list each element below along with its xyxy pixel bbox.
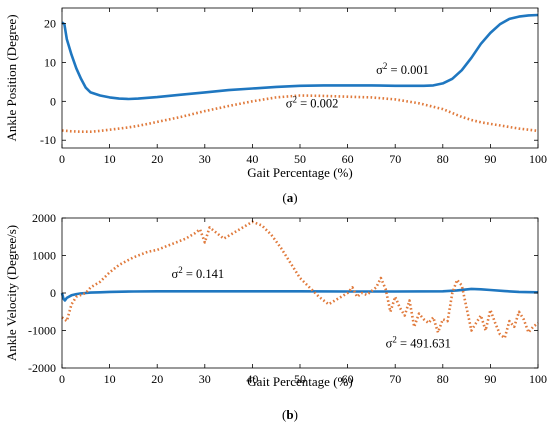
- x-tick-label: 90: [484, 372, 496, 386]
- x-tick-label: 40: [246, 372, 258, 386]
- x-tick-label: 100: [529, 152, 547, 166]
- x-tick-label: 90: [484, 152, 496, 166]
- y-tick-label: -2000: [28, 361, 56, 375]
- x-tick-label: 30: [199, 152, 211, 166]
- x-tick-label: 20: [151, 152, 163, 166]
- x-tick-label: 80: [437, 152, 449, 166]
- series-line-0: [61, 13, 539, 101]
- x-tick-label: 80: [437, 372, 449, 386]
- series-line-1: [61, 220, 539, 340]
- y-tick-label: 0: [50, 286, 56, 300]
- x-tick-label: 10: [104, 152, 116, 166]
- y-tick-label: 10: [44, 55, 56, 69]
- x-tick-label: 0: [59, 372, 65, 386]
- y-tick-label: -10: [40, 133, 56, 147]
- variance-annotation-1: σ2 = 491.631: [386, 334, 451, 350]
- x-tick-label: 0: [59, 152, 65, 166]
- x-tick-label: 50: [294, 152, 306, 166]
- y-tick-label: -1000: [28, 324, 56, 338]
- x-tick-label: 10: [104, 372, 116, 386]
- y-tick-label: 1000: [32, 249, 56, 263]
- variance-annotation-0: σ2 = 0.001: [376, 61, 429, 77]
- series-line-0: [60, 287, 539, 302]
- x-tick-label: 60: [342, 372, 354, 386]
- x-axis-label: Gait Percentage (%): [247, 165, 352, 180]
- x-tick-label: 100: [529, 372, 547, 386]
- y-axis-label: Ankle Position (Degree): [4, 14, 19, 141]
- x-tick-label: 70: [389, 152, 401, 166]
- panel-label: (b): [282, 407, 298, 422]
- x-tick-label: 20: [151, 372, 163, 386]
- y-axis-label: Ankle Velocity (Degree/s): [4, 225, 19, 361]
- y-tick-label: 0: [50, 94, 56, 108]
- y-tick-label: 2000: [32, 211, 56, 225]
- series-line-1: [61, 94, 539, 133]
- x-tick-label: 60: [342, 152, 354, 166]
- x-axis-label: Gait Percentage (%): [247, 374, 352, 389]
- x-tick-label: 50: [294, 372, 306, 386]
- panel-label: (a): [282, 190, 297, 205]
- variance-annotation-1: σ2 = 0.002: [286, 95, 339, 111]
- chart-panel-1: 0 10 20 30 40 50 60 70 80 90 100 -2000 -1000 0 1000 200…: [4, 211, 547, 422]
- y-tick-label: 20: [44, 17, 56, 31]
- x-tick-label: 40: [246, 152, 258, 166]
- x-tick-label: 30: [199, 372, 211, 386]
- variance-annotation-0: σ2 = 0.141: [171, 265, 224, 281]
- x-tick-label: 70: [389, 372, 401, 386]
- plot-frame: [61, 7, 539, 149]
- plot-frame: [61, 217, 539, 369]
